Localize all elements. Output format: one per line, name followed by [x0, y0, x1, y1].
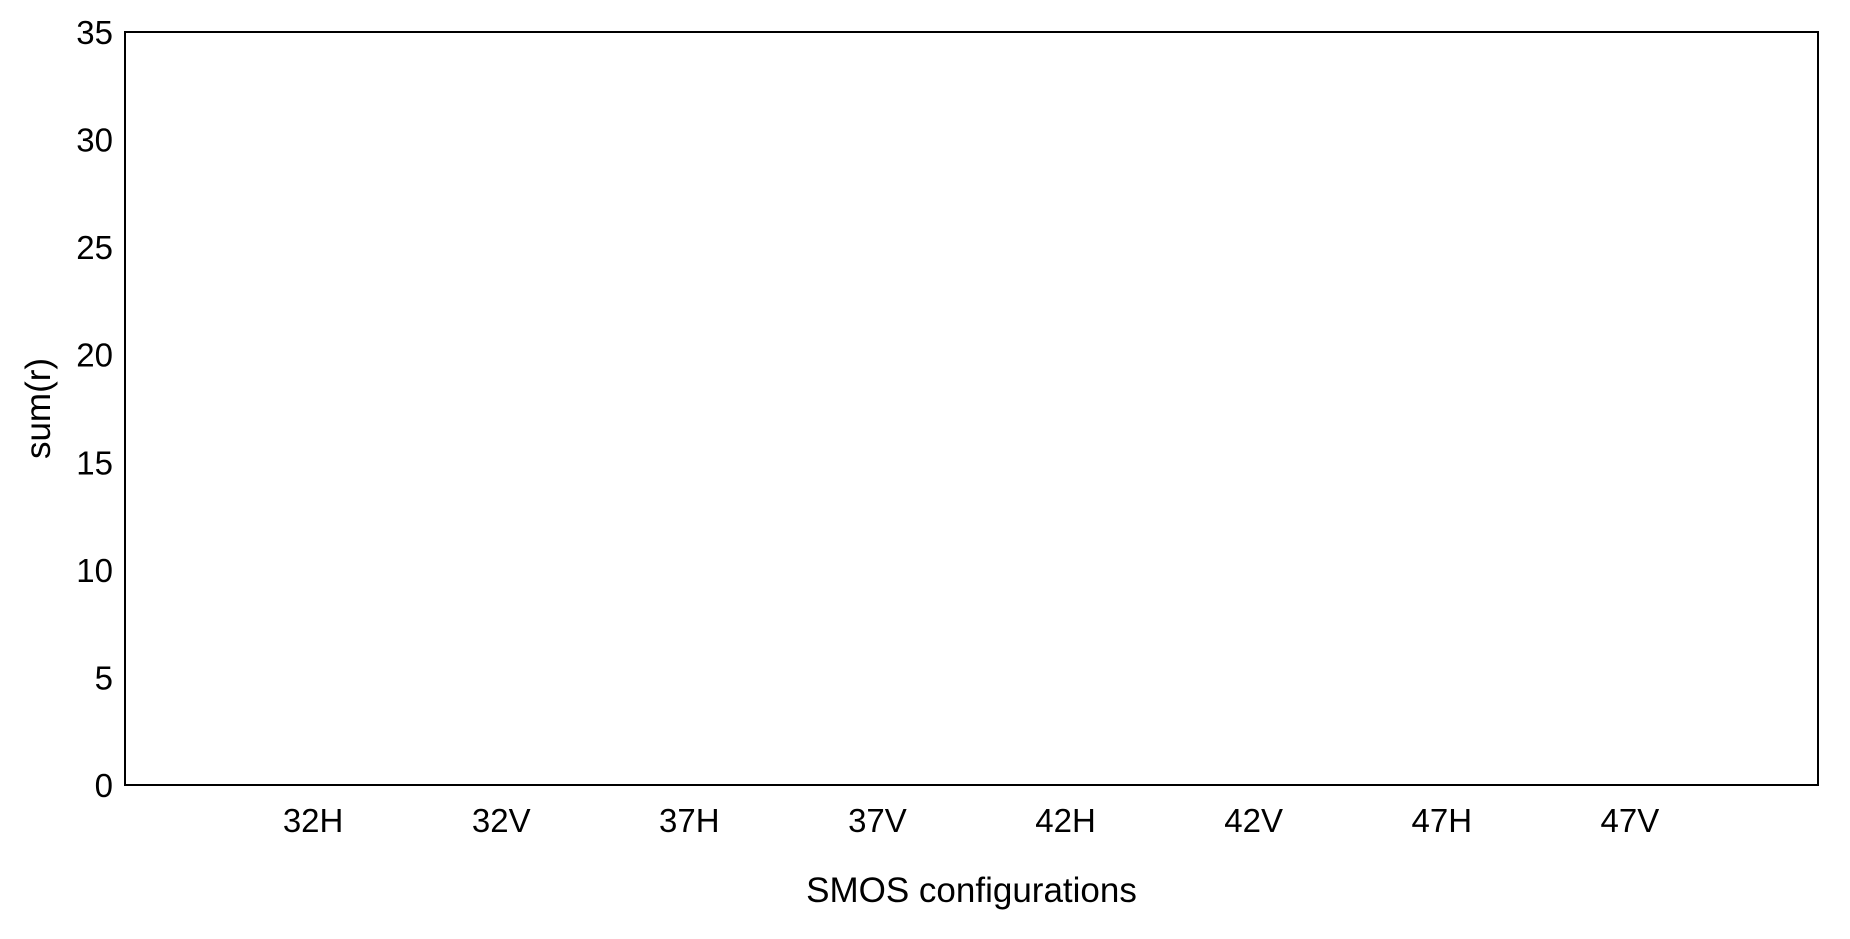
y-tick-label: 25	[76, 229, 113, 266]
y-tick-label: 35	[76, 14, 113, 51]
x-tick-label: 32V	[472, 802, 531, 839]
x-tick-label: 37H	[659, 802, 720, 839]
x-tick-label: 47H	[1412, 802, 1473, 839]
x-axis-label: SMOS configurations	[806, 871, 1137, 910]
y-tick-label: 15	[76, 444, 113, 481]
x-tick-label: 47V	[1601, 802, 1660, 839]
x-tick-label: 42V	[1224, 802, 1283, 839]
x-tick-labels: 32H 32V 37H 37V 42H 42V 47H 47V	[283, 802, 1659, 839]
y-tick-labels: 0 5 10 15 20 25 30 35	[76, 14, 113, 804]
y-tick-label: 20	[76, 337, 113, 374]
y-tick-label: 0	[95, 767, 113, 804]
y-tick-label: 5	[95, 659, 113, 696]
y-tick-label: 10	[76, 552, 113, 589]
y-tick-label: 30	[76, 122, 113, 159]
x-tick-label: 42H	[1035, 802, 1096, 839]
x-tick-label: 32H	[283, 802, 344, 839]
y-axis-label: sum(r)	[19, 358, 58, 459]
plot-area	[124, 31, 1819, 786]
x-tick-label: 37V	[848, 802, 907, 839]
